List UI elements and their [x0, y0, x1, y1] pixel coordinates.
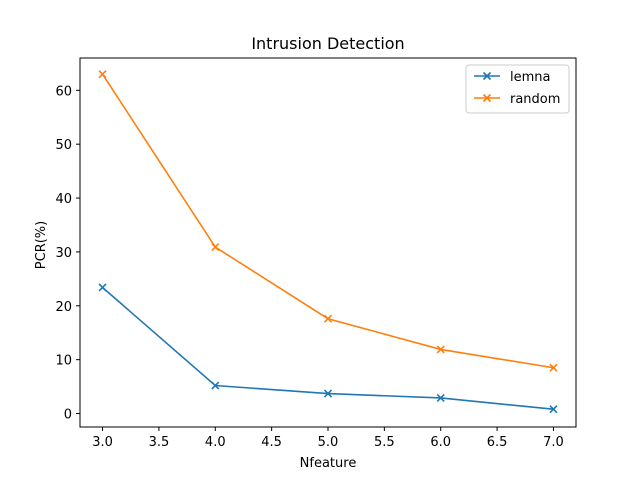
x-tick-label: 6.0 [430, 435, 451, 450]
data-point-lemna [549, 405, 558, 414]
y-axis: 0 10 20 30 40 50 60 [55, 84, 80, 423]
data-point-random [211, 243, 220, 252]
y-tick-label: 60 [55, 84, 72, 99]
data-point-random [323, 314, 333, 323]
data-point-random [98, 70, 107, 79]
y-tick-label: 50 [55, 138, 72, 153]
legend-marker-random [482, 93, 492, 103]
y-tick-label: 40 [55, 192, 72, 207]
y-tick-label: 20 [55, 300, 72, 315]
data-point-lemna [98, 283, 107, 292]
chart-title: Intrusion Detection [251, 34, 404, 53]
x-tick-label: 4.5 [261, 435, 282, 450]
data-point-random [436, 345, 445, 354]
data-point-lemna [211, 381, 220, 390]
data-point-lemna [323, 389, 333, 398]
series-line-lemna [102, 286, 554, 411]
x-axis-label: Nfeature [300, 456, 357, 471]
x-tick-label: 7.0 [543, 435, 564, 450]
legend-box [465, 64, 570, 114]
y-axis-label: PCR(%) [34, 221, 49, 269]
x-tick-label: 4.0 [205, 435, 226, 450]
y-tick-label: 30 [55, 246, 72, 261]
x-axis: 3.0 3.5 4.0 4.5 5.0 5.5 6.0 6.5 7.0 [92, 427, 564, 450]
x-tick-label: 5.0 [318, 435, 339, 450]
x-tick-label: 3.0 [92, 435, 113, 450]
data-point-random [549, 363, 558, 372]
legend-label-lemna: lemna [510, 70, 550, 85]
legend-label-random: random [510, 92, 560, 107]
x-tick-label: 5.5 [374, 435, 395, 450]
x-tick-label: 3.5 [149, 435, 170, 450]
data-point-lemna [436, 393, 445, 402]
legend-marker-lemna [482, 71, 492, 81]
y-tick-label: 0 [64, 408, 72, 423]
y-tick-label: 10 [55, 354, 72, 369]
legend: lemna random [465, 64, 570, 114]
series-line-random [101, 73, 554, 369]
x-tick-label: 6.5 [487, 435, 508, 450]
